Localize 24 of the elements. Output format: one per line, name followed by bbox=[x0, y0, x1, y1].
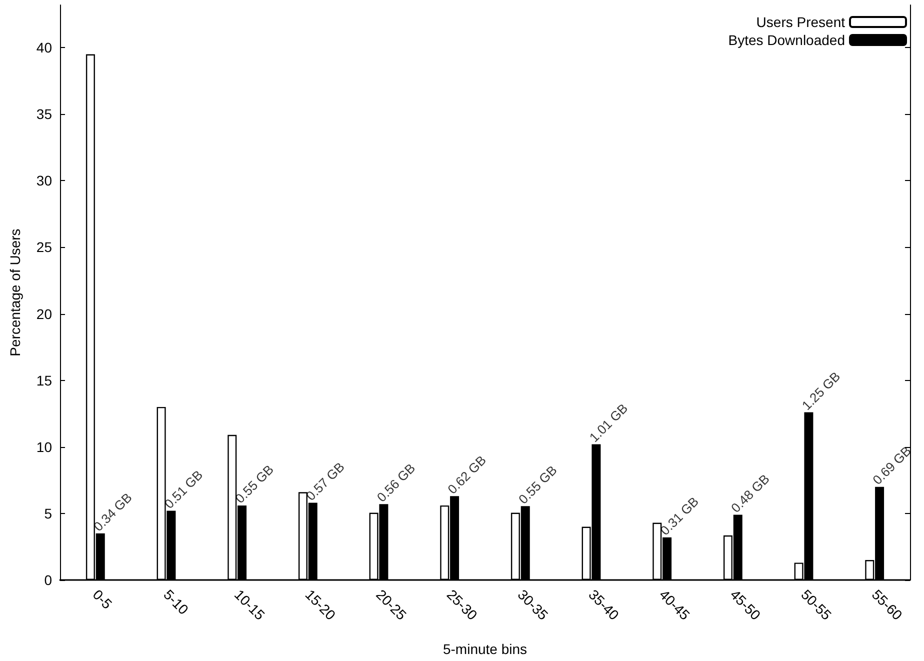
annotation: 0.55 GB bbox=[516, 462, 560, 507]
annotation: 0.31 GB bbox=[657, 494, 702, 538]
y-tick-label: 20 bbox=[36, 306, 52, 322]
annotation: 0.56 GB bbox=[374, 460, 418, 505]
annotation: 0.48 GB bbox=[728, 471, 772, 516]
legend-label: Users Present bbox=[756, 14, 846, 30]
legend-label: Bytes Downloaded bbox=[728, 32, 845, 48]
y-tick-label: 15 bbox=[36, 372, 52, 388]
annotation: 0.62 GB bbox=[444, 452, 489, 497]
annotation: 1.01 GB bbox=[586, 400, 631, 445]
annotation: 0.55 GB bbox=[232, 462, 276, 506]
annotation: 0.51 GB bbox=[161, 467, 206, 512]
x-tick-label: 0-5 bbox=[90, 586, 116, 612]
y-tick-label: 35 bbox=[36, 106, 52, 122]
y-tick-label: 30 bbox=[36, 172, 52, 189]
y-tick-label: 5 bbox=[44, 505, 52, 522]
y-axis-title: Percentage of Users bbox=[7, 228, 23, 356]
y-tick-label: 40 bbox=[36, 40, 52, 56]
y-tick-label: 0 bbox=[44, 572, 52, 588]
x-axis-title: 5-minute bins bbox=[442, 641, 528, 657]
y-tick-label: 10 bbox=[36, 438, 52, 455]
annotation: 0.69 GB bbox=[870, 443, 914, 488]
y-tick-label: 25 bbox=[36, 239, 52, 256]
annotation: 0.34 GB bbox=[90, 490, 135, 534]
